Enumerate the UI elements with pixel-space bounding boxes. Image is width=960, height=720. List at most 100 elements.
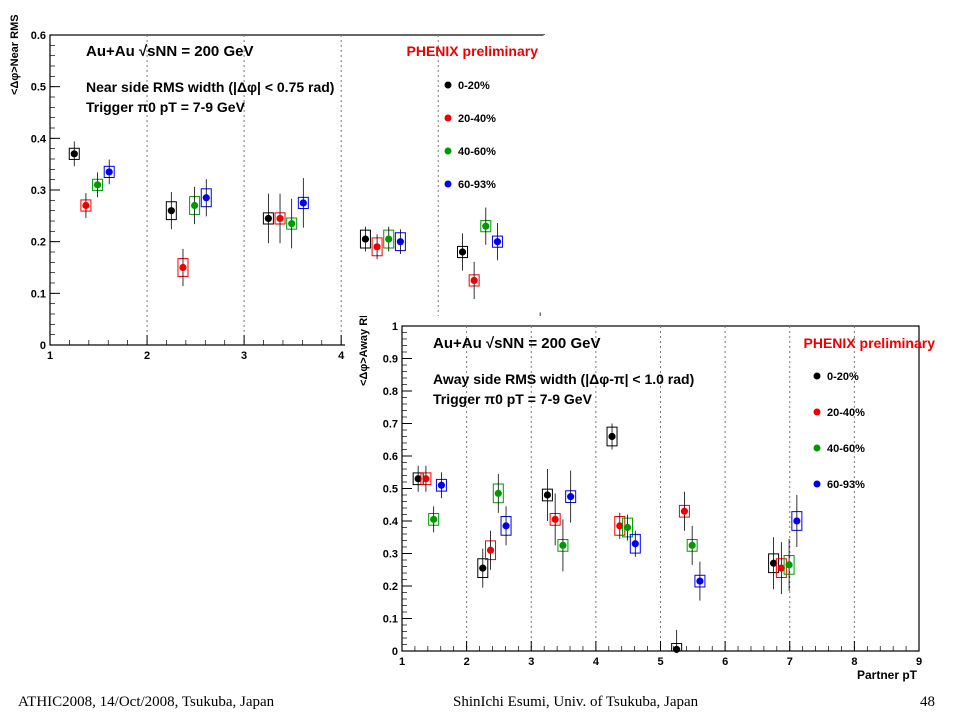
x-tick-label: 4: [338, 350, 345, 362]
chart-title: Au+Au √sNN = 200 GeV: [433, 335, 600, 352]
away-side-chart: 0 0.1 0.2 0.3 0.4 0.5 0.6 0.7 0.8 0.9 1 1 2 3 4 5 6 7 8 9 <Δ…: [358, 301, 936, 682]
data-point: [276, 214, 284, 223]
x-tick-label: 7: [787, 656, 793, 668]
legend-marker: [813, 372, 821, 380]
y-tick-label: 0.7: [383, 419, 398, 431]
data-point: [396, 238, 404, 246]
data-point: [458, 248, 467, 256]
footer-center: ShinIchi Esumi, Univ. of Tsukuba, Japan: [453, 694, 699, 710]
phenix-label: PHENIX preliminary: [804, 335, 936, 351]
data-point: [479, 564, 487, 572]
data-point: [559, 541, 567, 549]
legend-label: 60-93%: [827, 479, 865, 491]
data-point: [470, 276, 478, 285]
data-point: [486, 546, 495, 554]
data-point: [688, 541, 696, 549]
data-point: [93, 181, 102, 189]
x-tick-label: 1: [47, 350, 53, 362]
y-tick-label: 0.5: [383, 484, 398, 496]
x-tick-label: 3: [241, 350, 247, 362]
data-point: [373, 243, 381, 251]
x-tick-label: 8: [851, 656, 857, 668]
data-point: [493, 238, 502, 246]
legend-label: 40-60%: [827, 443, 865, 455]
y-tick-label: 0.9: [383, 354, 398, 366]
legend-marker: [444, 114, 452, 122]
footer-left: ATHIC2008, 14/Oct/2008, Tsukuba, Japan: [18, 694, 275, 710]
data-point: [680, 507, 689, 515]
y-tick-label: 0.4: [31, 133, 47, 145]
x-tick-label: 1: [399, 656, 405, 668]
data-point: [422, 475, 430, 483]
y-tick-label: 0.6: [31, 30, 46, 42]
x-tick-label: 4: [593, 656, 600, 668]
data-point: [608, 432, 616, 441]
data-point: [288, 219, 296, 228]
y-tick-label: 0.3: [383, 549, 398, 561]
y-tick-label: 0.8: [383, 386, 398, 398]
legend-label: 20-40%: [827, 407, 865, 419]
x-tick-label: 6: [722, 656, 728, 668]
y-tick-label: 0.2: [31, 237, 46, 249]
y-tick-label: 0.3: [31, 185, 46, 197]
data-point: [696, 577, 704, 585]
data-point: [179, 263, 187, 272]
data-point: [437, 481, 446, 489]
y-tick-label: 0: [40, 340, 46, 352]
data-point: [167, 207, 175, 215]
legend-label: 60-93%: [458, 179, 496, 191]
data-point: [551, 515, 559, 523]
x-tick-label: 9: [916, 656, 922, 668]
y-tick-label: 0.6: [383, 451, 398, 463]
y-tick-label: 0.1: [31, 288, 46, 300]
data-point: [482, 222, 490, 230]
y-tick-label: 1: [392, 321, 398, 333]
x-tick-label: 5: [657, 656, 663, 668]
legend-label: 0-20%: [458, 80, 490, 92]
legend-label: 0-20%: [827, 371, 859, 383]
data-point: [105, 168, 113, 176]
legend-marker: [444, 147, 452, 155]
chart-title: Au+Au √sNN = 200 GeV: [86, 43, 253, 60]
data-point: [430, 515, 438, 523]
legend-label: 20-40%: [458, 113, 496, 125]
data-point: [264, 214, 272, 223]
y-tick-label: 0.4: [383, 516, 399, 528]
data-point: [616, 522, 624, 530]
chart-subtitle: Near side RMS width (|Δφ| < 0.75 rad): [86, 79, 334, 95]
data-point: [567, 493, 575, 501]
legend-marker: [444, 180, 452, 188]
data-point: [543, 491, 552, 499]
data-point: [785, 561, 793, 569]
data-point: [385, 235, 393, 243]
data-point: [202, 194, 210, 202]
near-side-chart-panel: 00.10.20.30.40.50.612345<Δφ>Near RMSAu+A…: [0, 0, 581, 370]
data-point: [623, 523, 632, 532]
away-side-chart-panel: 0 0.1 0.2 0.3 0.4 0.5 0.6 0.7 0.8 0.9 1 1 2 3 4 5 6 7 8 9 <Δ…: [345, 301, 945, 692]
data-point: [793, 517, 801, 525]
data-point: [70, 150, 78, 158]
data-point: [769, 559, 778, 567]
page-number: 48: [920, 694, 935, 710]
data-point: [631, 540, 639, 548]
phenix-label: PHENIX preliminary: [407, 43, 539, 59]
legend-marker: [813, 408, 821, 416]
chart-subtitle: Away side RMS width (|Δφ-π| < 1.0 rad): [433, 371, 694, 387]
near-side-chart: 00.10.20.30.40.50.612345<Δφ>Near RMSAu+A…: [9, 14, 581, 362]
data-point: [191, 201, 199, 210]
legend-marker: [813, 480, 821, 488]
y-axis-label: <Δφ>Away RMS: [358, 316, 370, 386]
data-point: [82, 201, 90, 210]
legend-marker: [444, 81, 452, 89]
y-tick-label: 0.5: [31, 82, 46, 94]
x-tick-label: 2: [144, 350, 150, 362]
data-point: [502, 522, 510, 530]
y-axis-label: <Δφ>Near RMS: [9, 14, 21, 95]
data-point: [299, 199, 307, 207]
x-axis-label: Partner pT: [857, 668, 918, 682]
y-tick-label: 0.2: [383, 581, 398, 593]
chart-subtitle-trigger: Trigger π0 pT = 7-9 GeV: [86, 99, 246, 115]
x-tick-label: 3: [528, 656, 534, 668]
data-point: [361, 235, 370, 243]
